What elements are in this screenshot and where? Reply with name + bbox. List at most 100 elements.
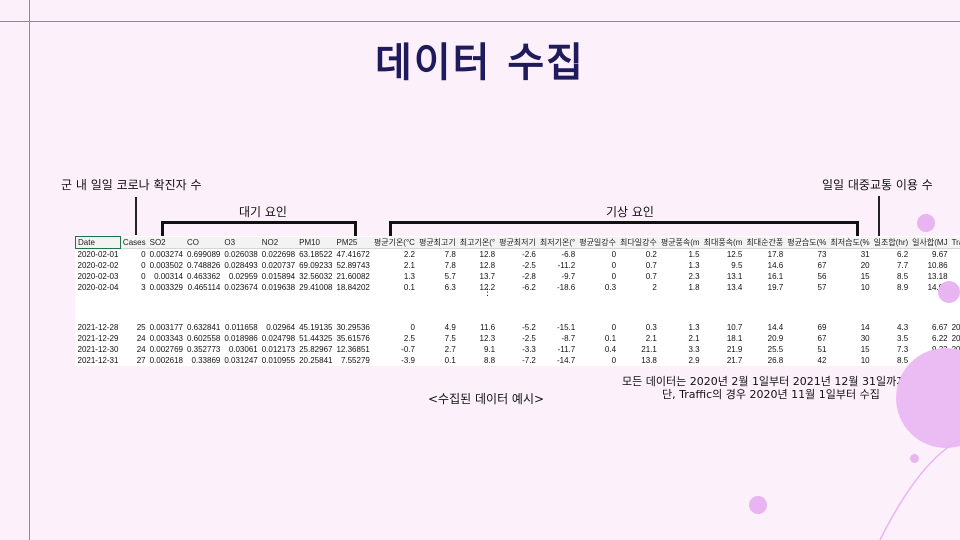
- table-cell: 25.82967: [297, 344, 334, 355]
- table-cell: 12.3: [458, 333, 497, 344]
- traffic-pointer-line: [878, 196, 880, 236]
- table-header-cell: 평균기온(°C: [372, 237, 417, 249]
- table-cell: 1.8: [659, 282, 702, 293]
- table-cell: 8.5: [872, 271, 911, 282]
- table-cell: 0.003343: [148, 333, 185, 344]
- data-table: Date Cases SO2 CO O3 NO2 PM10 PM25 평균기온(°C 평균최고기 최…: [75, 236, 960, 366]
- table-cell: 3.5: [872, 333, 911, 344]
- table-cell: 2020-02-04: [76, 282, 121, 293]
- table-cell: 15: [828, 344, 871, 355]
- table-cell: 0.024798: [260, 333, 297, 344]
- top-accent-line: [0, 21, 960, 22]
- table-cell: 12.8: [458, 260, 497, 271]
- table-cell: 2020-02-03: [76, 271, 121, 282]
- table-cell: 6.2: [872, 249, 911, 261]
- table-cell: 26.8: [744, 355, 785, 366]
- note-line-2: 단, Traffic의 경우 2020년 11월 1일부터 수집: [662, 386, 880, 402]
- table-cell: 6.22: [910, 333, 949, 344]
- table-cell: 73: [785, 249, 828, 261]
- table-cell: 2.1: [372, 260, 417, 271]
- table-cell: 13.4: [702, 282, 745, 293]
- table-cell: 0.465114: [185, 282, 222, 293]
- table-cell: 0.3: [577, 282, 618, 293]
- table-cell: 0.00314: [148, 271, 185, 282]
- table-cell: 0.3: [618, 322, 659, 333]
- table-cell: 1.3: [659, 322, 702, 333]
- ellipsis-glyph: ⋮: [483, 289, 492, 297]
- table-cell: 0: [950, 260, 960, 271]
- table-header-cell: NO2: [260, 237, 297, 249]
- table-header-cell: 일사합(MJ: [910, 237, 949, 249]
- table-cell: 0.02964: [260, 322, 297, 333]
- table-cell: 13.1: [702, 271, 745, 282]
- table-cell: 20.9: [744, 333, 785, 344]
- table-cell: 1.3: [372, 271, 417, 282]
- table-cell: 63.18522: [297, 249, 334, 261]
- table-cell: 0.023674: [222, 282, 259, 293]
- table-cell: 51: [785, 344, 828, 355]
- table-row: 2021-12-30 24 0.002769 0.352773 0.03061 0.012…: [76, 344, 960, 355]
- table-cell: 47.41672: [334, 249, 371, 261]
- table-cell: 8.9: [872, 282, 911, 293]
- table-header-cell: 평균풍속(m: [659, 237, 702, 249]
- table-cell: 25.5: [744, 344, 785, 355]
- table-cell: -2.6: [497, 249, 538, 261]
- table-cell: 12.8: [458, 249, 497, 261]
- table-cell: 2020-02-02: [76, 260, 121, 271]
- table-cell: 0.699089: [185, 249, 222, 261]
- table-cell: 8.8: [458, 355, 497, 366]
- table-cell: 69.09233: [297, 260, 334, 271]
- table-cell: 0.33869: [185, 355, 222, 366]
- table-cell: 45.19135: [297, 322, 334, 333]
- weather-factors-label: 기상 요인: [606, 203, 654, 220]
- table-header-cell: 최다일강수: [618, 237, 659, 249]
- table-cell: 10: [828, 355, 871, 366]
- table-cell: -8.7: [538, 333, 577, 344]
- table-cell: 0.003502: [148, 260, 185, 271]
- table-cell: 2021-12-31: [76, 355, 121, 366]
- table-cell: 9.5: [702, 260, 745, 271]
- table-row: 2020-02-01 0 0.003274 0.699089 0.026038 0.022…: [76, 249, 960, 261]
- table-cell: 7.7: [872, 260, 911, 271]
- table-cell: 17.8: [744, 249, 785, 261]
- table-cell: 14: [828, 322, 871, 333]
- table-cell: 7.8: [417, 260, 458, 271]
- table-cell: 10.86: [910, 260, 949, 271]
- decor-circle-small: [917, 214, 935, 232]
- table-cell: 2.1: [618, 333, 659, 344]
- table-cell: 30.29536: [334, 322, 371, 333]
- table-header-cell: 평균최고기: [417, 237, 458, 249]
- traffic-label: 일일 대중교통 이용 수: [822, 176, 933, 193]
- table-cell: -15.1: [538, 322, 577, 333]
- table-cell: 24: [120, 333, 147, 344]
- table-cell: 0.022698: [260, 249, 297, 261]
- table-cell: 2021-12-30: [76, 344, 121, 355]
- table-header-cell: CO: [185, 237, 222, 249]
- table-cell: 7.3: [872, 344, 911, 355]
- table-cell: 0.4: [577, 344, 618, 355]
- air-factors-bracket: [161, 221, 357, 237]
- table-cell: 2: [618, 282, 659, 293]
- table-cell: 0.028493: [222, 260, 259, 271]
- table-cell: 0.003274: [148, 249, 185, 261]
- table-header-cell: 최저습도(%: [828, 237, 871, 249]
- weather-factors-bracket: [389, 221, 859, 237]
- table-cell: 2.9: [659, 355, 702, 366]
- table-cell: -6.8: [538, 249, 577, 261]
- table-cell: 0: [577, 249, 618, 261]
- table-cell: 0.015894: [260, 271, 297, 282]
- table-cell: -11.2: [538, 260, 577, 271]
- decor-circle-bottom: [749, 496, 767, 514]
- table-cell: 21.60082: [334, 271, 371, 282]
- table-cell: 0.1: [577, 333, 618, 344]
- table-row: 2021-12-31 27 0.002618 0.33869 0.031247 0.010…: [76, 355, 960, 366]
- table-cell: 0.03061: [222, 344, 259, 355]
- table-cell: 35.61576: [334, 333, 371, 344]
- ellipsis-marker: ⋮: [483, 289, 492, 297]
- table-cell: 2.7: [417, 344, 458, 355]
- table-cell: 20850653: [950, 333, 960, 344]
- table-cell: 27: [120, 355, 147, 366]
- slide-title: 데이터 수집: [0, 30, 960, 88]
- table-cell: -0.7: [372, 344, 417, 355]
- cases-pointer-line: [135, 197, 137, 235]
